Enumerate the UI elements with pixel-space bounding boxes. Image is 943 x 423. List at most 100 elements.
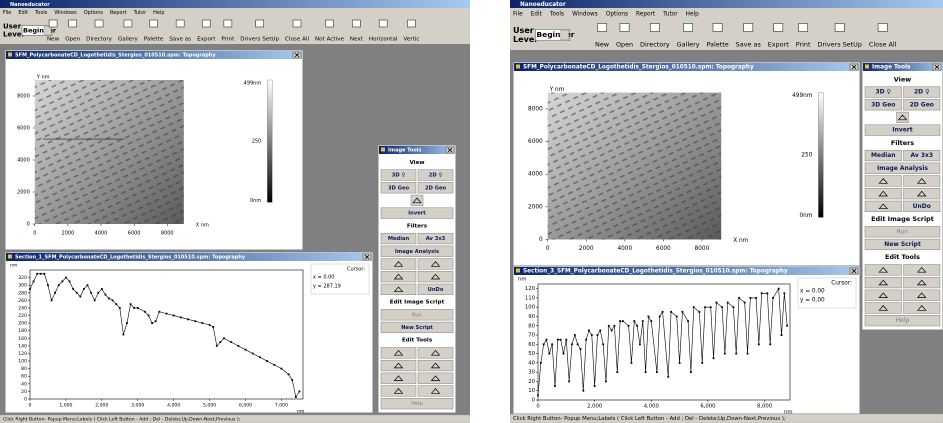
tool-button[interactable] (865, 176, 902, 187)
profile-point (667, 376, 669, 378)
y-tick-label: 160 (18, 336, 27, 342)
toolbar-label[interactable]: Open (616, 40, 633, 48)
menu-item[interactable]: Tools (549, 12, 564, 18)
tool-button[interactable] (418, 386, 453, 397)
toolbar-label[interactable]: Export (768, 40, 790, 48)
x-axis-label: X nm (733, 238, 748, 244)
toolbar-label[interactable]: Print (796, 40, 811, 48)
tool-button-label: Image Analysis (395, 249, 439, 255)
toolbar-label[interactable]: Drivers SetUp (817, 40, 862, 48)
tool-button[interactable] (904, 176, 941, 187)
toolbar-icon (597, 23, 606, 31)
screenshot: Nanoeducator File Edit Tools Windows Options R… (0, 0, 943, 423)
tool-button[interactable] (418, 348, 453, 359)
menu-item[interactable]: Help (153, 10, 164, 16)
menu-item[interactable]: Report (110, 10, 127, 16)
toolbar-label[interactable]: Palette (706, 40, 728, 48)
profile-point (281, 368, 283, 370)
menu-item[interactable]: File (3, 10, 11, 16)
profile-point (571, 343, 573, 345)
toolbar-label[interactable]: Directory (640, 40, 670, 48)
menu-item[interactable]: Report (636, 12, 656, 18)
toolbar-label[interactable]: Gallery (677, 40, 700, 48)
tool-button[interactable] (904, 303, 941, 314)
toolbar-icon (352, 20, 360, 27)
app-title: Nanoeducator (520, 2, 566, 8)
toolbar-label[interactable]: New (595, 40, 609, 48)
toolbar-label[interactable]: Open (65, 37, 80, 43)
profile-point (144, 311, 146, 313)
tool-button[interactable] (865, 303, 902, 314)
tool-button[interactable] (418, 259, 453, 270)
x-tick-label: 2,000 (95, 403, 108, 409)
tool-button[interactable] (865, 201, 902, 212)
tool-button-label: 2D ♀ (429, 173, 443, 179)
toolbar-label[interactable]: Close All (285, 37, 309, 43)
y-tick-label: 60 (528, 342, 535, 348)
menu-item[interactable]: Tutor (662, 12, 678, 18)
tool-button[interactable] (381, 284, 416, 295)
tool-button[interactable] (381, 373, 416, 384)
tool-button[interactable] (897, 112, 909, 123)
menu-item[interactable]: Windows (54, 10, 77, 16)
toolbar-label[interactable]: Save as (169, 37, 191, 43)
profile-point (72, 288, 74, 290)
toolbar-label[interactable]: New (47, 37, 60, 43)
profile-point (580, 348, 582, 350)
profile-point (602, 343, 604, 345)
menu-item[interactable]: Tutor (133, 10, 147, 16)
tool-button[interactable] (865, 290, 902, 301)
y-axis-label: Y nm (36, 75, 50, 81)
tool-button[interactable] (381, 259, 416, 270)
tool-button-label: Av 3x3 (426, 236, 446, 242)
tool-button[interactable] (411, 195, 423, 206)
toolbar-label[interactable]: Vertic (403, 37, 419, 43)
menu-item[interactable]: Help (686, 12, 699, 18)
toolbar-label[interactable]: Next (350, 37, 364, 43)
profile-point (713, 357, 715, 359)
toolbar-icon (325, 20, 333, 27)
toolbar-label[interactable]: Save as (736, 40, 762, 48)
toolbar-label[interactable]: Directory (86, 37, 112, 43)
toolbar-label[interactable]: Horizontal (369, 37, 398, 43)
menu-item[interactable]: Edit (18, 10, 28, 16)
tool-button[interactable] (418, 271, 453, 282)
menu-item[interactable]: Tools (34, 10, 48, 16)
x-tick-label: 6000 (128, 231, 141, 237)
tool-button[interactable] (381, 348, 416, 359)
toolbar-label[interactable]: Close All (869, 40, 897, 48)
tool-button[interactable] (381, 360, 416, 371)
colorbar-label: 0nm (250, 198, 261, 204)
toolbar-label[interactable]: Not Active (315, 37, 344, 43)
combo-arrow (44, 27, 51, 35)
profile-point (636, 325, 638, 327)
tool-button[interactable] (904, 188, 941, 199)
menu-item[interactable]: File (513, 12, 523, 18)
tool-button[interactable] (904, 265, 941, 276)
tool-button[interactable] (418, 373, 453, 384)
screen: Nanoeducator File Edit Tools Windows Options R… (510, 0, 943, 423)
profile-point (69, 280, 71, 282)
tool-button[interactable] (865, 277, 902, 288)
tool-button[interactable] (865, 188, 902, 199)
toolbar-label[interactable]: Print (221, 37, 235, 43)
tool-button[interactable] (865, 265, 902, 276)
tool-button[interactable] (418, 360, 453, 371)
tool-button[interactable] (381, 271, 416, 282)
tool-button[interactable] (381, 386, 416, 397)
toolbar-label[interactable]: Gallery (118, 37, 139, 43)
profile-point (87, 284, 89, 286)
profile-point (693, 306, 695, 308)
menu-item[interactable]: Options (84, 10, 104, 16)
tool-button[interactable] (904, 277, 941, 288)
y-tick-label: 140 (18, 343, 27, 349)
y-tick-label: 260 (18, 298, 27, 304)
menu-item[interactable]: Windows (572, 12, 598, 18)
tool-button[interactable] (904, 290, 941, 301)
toolbar-label[interactable]: Export (197, 37, 216, 43)
toolbar-label[interactable]: Palette (144, 37, 164, 43)
toolbar-label[interactable]: Drivers SetUp (240, 37, 279, 43)
menu-item[interactable]: Options (606, 12, 628, 18)
menu-item[interactable]: Edit (531, 12, 543, 18)
y-tick-label: 0 (27, 222, 30, 228)
